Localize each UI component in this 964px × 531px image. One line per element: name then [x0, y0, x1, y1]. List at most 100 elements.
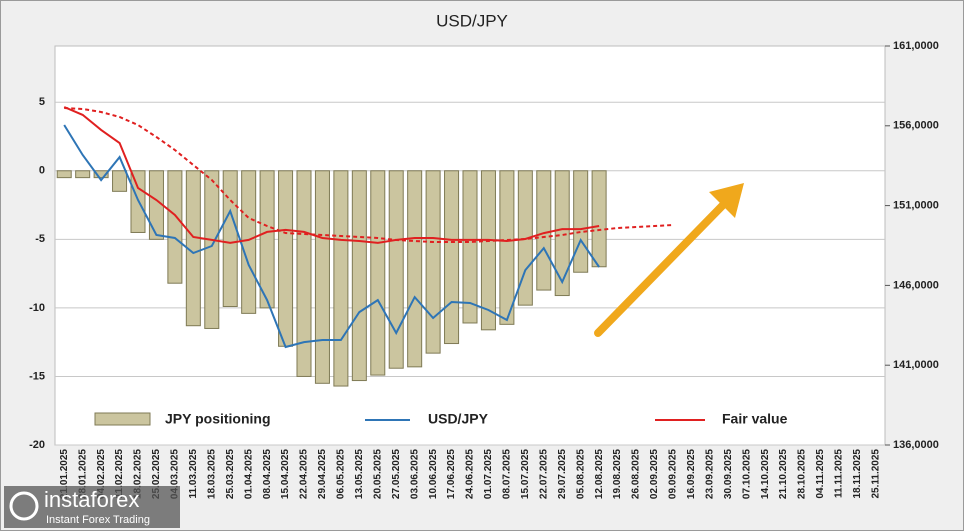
x-tick-label: 18.11.2025: [852, 449, 863, 499]
bar: [93, 170, 109, 179]
y-tick-label: 0: [39, 165, 45, 177]
x-tick-label: 26.08.2025: [631, 449, 642, 499]
x-tick-label: 25.03.2025: [225, 449, 236, 499]
arrow-shaft: [594, 200, 728, 337]
line: [63, 124, 600, 349]
x-tick-label: 23.09.2025: [704, 449, 715, 499]
watermark-tagline: Instant Forex Trading: [46, 514, 150, 526]
x-tick-label: 04.02.2025: [96, 449, 107, 499]
forecast-line: [64, 107, 673, 243]
x-tick-label: 08.07.2025: [502, 449, 513, 499]
x-tick-label: 17.06.2025: [446, 449, 457, 499]
x-tick-label: 22.07.2025: [538, 449, 549, 499]
x-tick-label: 07.10.2025: [741, 449, 752, 499]
bar: [222, 170, 238, 308]
bar: [388, 170, 404, 369]
x-tick-label: 15.04.2025: [280, 449, 291, 499]
bar: [444, 170, 460, 345]
watermark: instaforex Instant Forex Trading: [4, 486, 180, 528]
bar: [591, 170, 607, 268]
watermark-logo: [9, 491, 39, 521]
line: [63, 106, 600, 244]
bar: [462, 170, 478, 324]
x-tick-label: 12.08.2025: [594, 449, 605, 499]
x-tick-label: 21.10.2025: [778, 449, 789, 499]
x-tick-label: 27.05.2025: [391, 449, 402, 499]
legend: JPY positioning USD/JPY Fair value: [94, 411, 788, 427]
y-tick-label: -20: [29, 439, 45, 451]
bar: [351, 170, 367, 382]
x-tick-label: 28.01.2025: [77, 449, 88, 499]
bar: [204, 170, 220, 329]
bar: [333, 170, 349, 387]
y-tick-label: -15: [29, 370, 45, 382]
bar: [407, 170, 423, 368]
x-tick-label: 11.11.2025: [834, 449, 845, 498]
x-tick-label: 25.02.2025: [151, 449, 162, 499]
y2-tick-label: 146,0000: [893, 279, 939, 291]
x-tick-label: 21.01.2025: [59, 449, 70, 499]
y2-tick-label: 156,0000: [893, 120, 939, 132]
x-tick-label: 09.09.2025: [668, 449, 679, 499]
x-tick-label: 25.11.2025: [870, 449, 881, 499]
bar: [296, 170, 312, 377]
x-tick-label: 16.09.2025: [686, 449, 697, 499]
bar: [259, 170, 275, 309]
chart-title: USD/JPY: [436, 11, 508, 30]
y2-tick-label: 136,0000: [893, 439, 939, 451]
arrow: [594, 183, 744, 337]
x-tick-label: 20.05.2025: [372, 449, 383, 499]
x-tick-label: 01.07.2025: [483, 449, 494, 499]
x-tick-label: 30.09.2025: [723, 449, 734, 499]
bar: [499, 170, 515, 325]
y2-tick-label: 151,0000: [893, 200, 939, 212]
x-tick-label: 29.04.2025: [317, 449, 328, 499]
bar: [536, 170, 552, 291]
legend-swatch: [94, 412, 151, 426]
bar: [573, 170, 589, 273]
x-tick-label: 18.03.2025: [206, 449, 217, 499]
bar: [554, 170, 570, 297]
x-tick-label: 24.06.2025: [465, 449, 476, 499]
bar: [425, 170, 441, 354]
bar: [75, 170, 91, 179]
bar: [370, 170, 386, 376]
x-tick-label: 04.03.2025: [170, 449, 181, 499]
bar: [241, 170, 257, 314]
bar: [167, 170, 183, 284]
x-tick-label: 02.09.2025: [649, 449, 660, 499]
x-tick-label: 03.06.2025: [409, 449, 420, 499]
x-tick-label: 08.04.2025: [262, 449, 273, 499]
x-tick-label: 06.05.2025: [336, 449, 347, 499]
bar: [480, 170, 496, 331]
y-tick-label: -10: [29, 302, 45, 314]
x-tick-label: 13.05.2025: [354, 449, 365, 499]
bar: [112, 170, 128, 192]
x-tick-label: 28.10.2025: [797, 449, 808, 499]
x-tick-label: 18.02.2025: [133, 449, 144, 499]
y-tick-label: -5: [35, 233, 45, 245]
legend-label: Fair value: [722, 411, 788, 427]
bar: [56, 170, 72, 179]
x-tick-label: 15.07.2025: [520, 449, 531, 499]
watermark-box: [4, 486, 180, 528]
marks: -20 -15 -10 -5 0 5 136,0000 141,0000 146,0000 151…: [29, 40, 939, 499]
x-tick-label: 19.08.2025: [612, 449, 623, 499]
y-tick-label: 5: [39, 96, 45, 108]
x-tick-label: 29.07.2025: [557, 449, 568, 499]
x-tick-label: 14.10.2025: [760, 449, 771, 499]
y2-tick-label: 161,0000: [893, 40, 939, 52]
watermark-brand: instaforex: [44, 487, 139, 512]
x-tick-label: 01.04.2025: [243, 449, 254, 499]
x-tick-label: 04.11.2025: [815, 449, 826, 499]
legend-label: JPY positioning: [165, 411, 271, 427]
y2-tick-label: 141,0000: [893, 359, 939, 371]
legend-label: USD/JPY: [428, 411, 489, 427]
x-tick-label: 11.03.2025: [188, 449, 199, 499]
arrow-head: [709, 183, 744, 218]
x-tick-label: 11.02.2025: [114, 449, 125, 499]
x-tick-label: 22.04.2025: [299, 449, 310, 499]
x-tick-label: 10.06.2025: [428, 449, 439, 499]
